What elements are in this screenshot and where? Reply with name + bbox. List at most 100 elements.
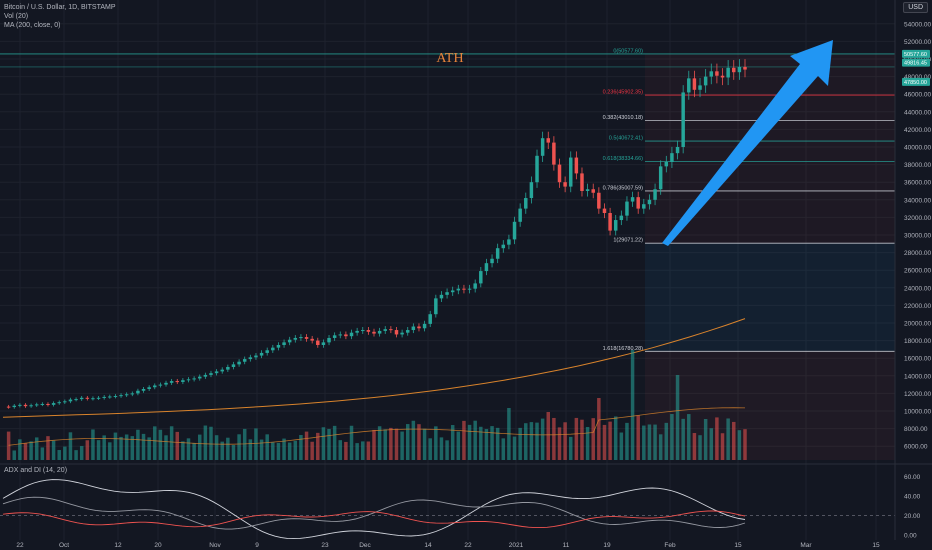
volume-bar: [85, 440, 90, 460]
volume-bar: [439, 437, 444, 460]
time-tick-label: 22: [464, 542, 472, 549]
volume-bar: [619, 432, 624, 460]
candle-body: [259, 352, 264, 356]
volume-bar: [231, 445, 236, 460]
candle-body: [703, 76, 708, 86]
candle-body: [366, 330, 371, 332]
candle-body: [57, 402, 61, 404]
candle-body: [574, 157, 579, 174]
volume-bar: [687, 414, 691, 460]
volume-bar: [197, 434, 202, 460]
volume-bar: [57, 450, 61, 460]
price-badge: [902, 49, 930, 58]
symbol-legend[interactable]: Bitcoin / U.S. Dollar, 1D, BITSTAMP: [4, 4, 116, 11]
volume-bar: [720, 433, 725, 460]
adx-legend[interactable]: ADX and DI (14, 20): [4, 467, 68, 474]
candle-body: [68, 399, 73, 402]
volume-bar: [304, 431, 309, 460]
candle-body: [613, 220, 618, 231]
fib-label: 0.382(43010.18): [603, 115, 644, 121]
candle-body: [495, 248, 500, 259]
candle-body: [355, 330, 359, 333]
volume-bar: [484, 429, 489, 460]
candle-body: [248, 357, 253, 360]
price-tick-label: 46000.00: [904, 92, 931, 99]
candle-body: [113, 396, 118, 398]
volume-bar: [203, 425, 208, 460]
candle-body: [512, 221, 517, 240]
candle-body: [377, 330, 382, 334]
fib-zone-upper: [645, 53, 895, 244]
currency-button[interactable]: USD: [903, 2, 928, 13]
volume-bar: [585, 426, 590, 460]
volume-bar: [293, 440, 298, 460]
volume-bar: [327, 428, 331, 460]
volume-bar: [698, 435, 702, 460]
volume-bar: [540, 418, 545, 460]
candle-body: [271, 347, 275, 351]
price-tick-label: 38000.00: [904, 162, 931, 169]
candle-body: [698, 85, 702, 90]
candle-body: [338, 334, 343, 336]
time-tick-label: Nov: [209, 542, 221, 549]
volume-bar: [625, 422, 629, 460]
candle-body: [242, 359, 247, 362]
volume-bar: [366, 441, 371, 460]
candle-body: [108, 396, 112, 398]
price-badge-label: 50577.60: [904, 52, 927, 58]
volume-bar: [445, 440, 449, 460]
candle-body: [484, 263, 489, 272]
ma-legend[interactable]: MA (200, close, 0): [4, 22, 61, 29]
candle-body: [687, 78, 691, 93]
candle-body: [254, 355, 258, 358]
volume-bar: [349, 425, 354, 460]
price-badge-label: 47850.00: [904, 80, 927, 86]
price-tick-label: 26000.00: [904, 268, 931, 275]
candle-body: [568, 157, 573, 187]
volume-bar: [51, 440, 56, 460]
volume-legend[interactable]: Vol (20): [4, 13, 29, 20]
volume-bar: [394, 428, 399, 460]
candle-body: [732, 67, 736, 73]
candle-body: [203, 374, 208, 377]
volume-bar: [574, 417, 579, 460]
volume-bar: [602, 424, 607, 460]
time-tick-label: 15: [872, 542, 880, 549]
price-axis[interactable]: 54000.0052000.0050000.0048000.0046000.00…: [894, 0, 931, 540]
time-axis[interactable]: 22 Oct 12 20 Nov 9 23 Dec 14 22 2021 11 19 Feb 15 Mar 15: [16, 542, 880, 549]
fib-label: 0.618(38334.66): [603, 156, 644, 162]
candle-body: [74, 399, 78, 401]
volume-bar: [552, 417, 556, 460]
candle-body: [619, 215, 624, 221]
volume-bar: [383, 429, 387, 460]
candle-body: [529, 182, 534, 199]
volume-bar: [355, 443, 359, 460]
price-tick-label: 44000.00: [904, 109, 931, 116]
volume-bar: [34, 437, 39, 460]
adx-tick-label: 60.00: [904, 474, 921, 481]
volume-bar: [209, 426, 213, 460]
candle-body: [220, 369, 224, 372]
candle-body: [51, 403, 56, 405]
volume-bar: [310, 441, 314, 460]
volume-bar: [434, 426, 438, 460]
candle-body: [153, 385, 157, 388]
volume-bar: [709, 428, 714, 460]
volume-bar: [563, 422, 567, 460]
volume-bar: [259, 439, 264, 460]
candle-body: [6, 406, 11, 408]
minus-di-line: [2, 510, 746, 529]
volume-bar: [136, 429, 140, 460]
candle-body: [389, 329, 393, 331]
time-tick-label: 11: [563, 542, 570, 549]
time-tick-label: Feb: [664, 542, 676, 549]
volume-bar: [220, 441, 224, 460]
candle-body: [12, 405, 16, 408]
time-tick-label: 15: [734, 542, 742, 549]
volume-bar: [23, 443, 28, 460]
candle-body: [647, 199, 652, 205]
fib-label: 0.236(45902.35): [603, 90, 644, 96]
candle-body: [383, 329, 387, 331]
volume-bar: [214, 435, 219, 460]
